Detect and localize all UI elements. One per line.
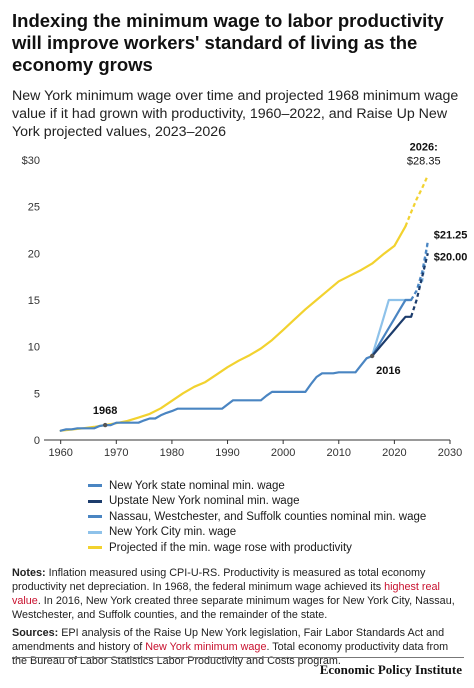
y-tick-label: $30 — [22, 155, 40, 167]
footer-divider — [12, 657, 464, 658]
x-tick-label: 1970 — [104, 447, 128, 459]
sources-paragraph: Sources: EPI analysis of the Raise Up Ne… — [12, 626, 464, 668]
series-0-projected-line — [404, 174, 429, 227]
legend-item: New York City min. wage — [88, 525, 468, 541]
y-tick-label: 15 — [28, 295, 40, 307]
x-tick-label: 2020 — [382, 447, 406, 459]
chart-area: 1960 1970 1980 1990 2000 2010 2020 2030 0 5 10 15 20… — [0, 138, 474, 468]
series-3-projected-line — [410, 253, 429, 318]
series-3-line — [371, 315, 413, 358]
y-tick-label: 5 — [34, 388, 40, 400]
epi-logo: Economic Policy Institute — [319, 662, 462, 677]
x-tick-label: 2030 — [438, 447, 462, 459]
legend-label: Upstate New York nominal min. wage — [109, 495, 300, 508]
notes-block: Notes: Inflation measured using CPI-U-RS… — [12, 566, 464, 672]
annotation-nyc-value: $21.25 — [434, 230, 468, 242]
y-tick-label: 0 — [34, 435, 40, 447]
chart-subtitle: New York minimum wage over time and proj… — [12, 88, 459, 140]
line-chart: 1960 1970 1980 1990 2000 2010 2020 2030 0 5 10 15 20… — [22, 141, 468, 459]
sources-label: Sources: — [12, 627, 59, 639]
legend-swatch — [88, 546, 102, 550]
legend-label: Nassau, Westchester, and Suffolk countie… — [109, 510, 427, 523]
chart-title: Indexing the minimum wage to labor produ… — [12, 10, 444, 75]
x-tick-label: 2010 — [327, 447, 351, 459]
legend-item: Projected if the min. wage rose with pro… — [88, 540, 468, 556]
x-tick-label: 1990 — [215, 447, 239, 459]
chart-legend: New York state nominal min. wage Upstate … — [88, 478, 468, 556]
notes-text-1: Inflation measured using CPI-U-RS. Produ… — [12, 567, 426, 593]
legend-swatch — [88, 484, 102, 488]
notes-text-2: . In 2016, New York created three separa… — [12, 595, 455, 621]
x-tick-label: 1960 — [48, 447, 72, 459]
annotations: 2026: $28.35 $21.25 $20.00 2016 1968 — [93, 141, 468, 428]
highest-real-value-link[interactable]: highest real value — [12, 581, 440, 607]
annotation-2026-value: $28.35 — [407, 155, 441, 167]
ny-minimum-wage-link[interactable]: New York minimum wage — [145, 641, 267, 653]
y-tick-label: 10 — [28, 342, 40, 354]
annotation-2026-year: 2026: — [410, 141, 438, 153]
annotation-2016: 2016 — [376, 365, 400, 377]
sources-text-2: . Total economy productivity data from t… — [12, 641, 449, 667]
legend-label: New York state nominal min. wage — [109, 479, 285, 492]
legend-label: New York City min. wage — [109, 526, 237, 539]
annotation-2016-marker — [369, 353, 375, 359]
sources-text-1: EPI analysis of the Raise Up New York le… — [12, 627, 445, 653]
notes-paragraph: Notes: Inflation measured using CPI-U-RS… — [12, 566, 464, 622]
legend-item: New York state nominal min. wage — [88, 478, 468, 494]
series-4-line — [59, 354, 374, 432]
series-lines — [59, 174, 429, 432]
legend-label: Projected if the min. wage rose with pro… — [109, 541, 352, 554]
y-tick-label: 25 — [28, 202, 40, 214]
legend-item: Nassau, Westchester, and Suffolk countie… — [88, 509, 468, 525]
legend-swatch — [88, 530, 102, 534]
series-2-projected-line — [410, 241, 429, 301]
axes: 1960 1970 1980 1990 2000 2010 2020 2030 0 5 10 15 20… — [22, 155, 463, 459]
series-2-line — [371, 298, 413, 358]
legend-swatch — [88, 515, 102, 519]
legend-swatch — [88, 499, 102, 503]
legend-item: Upstate New York nominal min. wage — [88, 494, 468, 510]
x-tick-label: 2000 — [271, 447, 295, 459]
y-tick-label: 20 — [28, 248, 40, 260]
x-tick-label: 1980 — [160, 447, 184, 459]
annotation-upstate-value: $20.00 — [434, 251, 468, 263]
notes-label: Notes: — [12, 567, 46, 579]
annotation-1968-marker — [102, 422, 108, 428]
annotation-1968: 1968 — [93, 405, 117, 417]
